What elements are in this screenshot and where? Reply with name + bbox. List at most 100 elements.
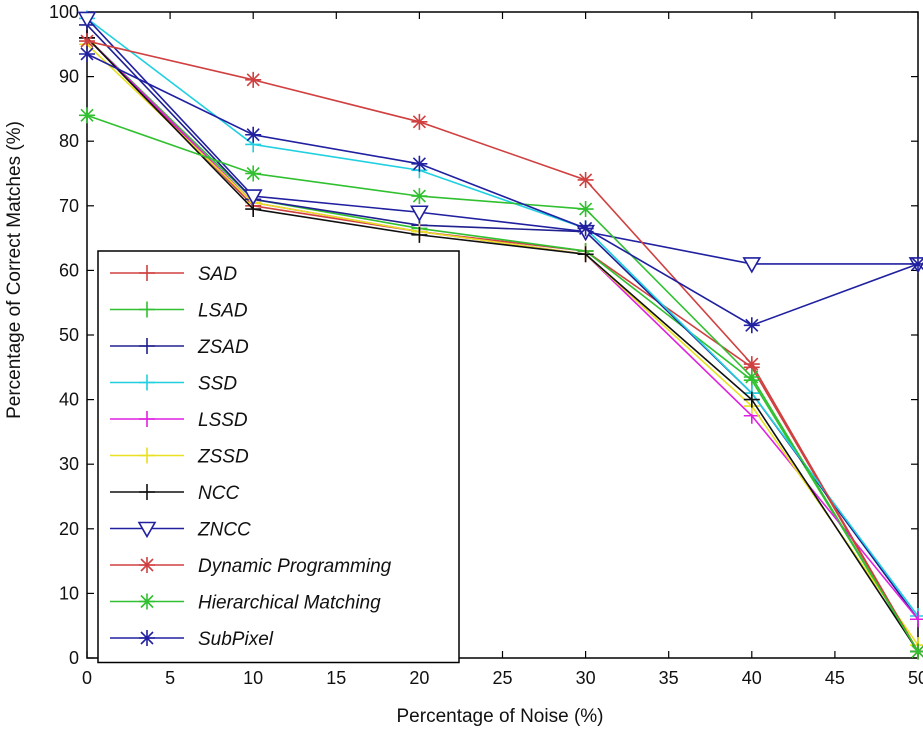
data-point-subpixel xyxy=(245,126,262,143)
legend-marker xyxy=(139,557,155,573)
legend-label: NCC xyxy=(198,483,239,504)
legend-item-ssd: SSD xyxy=(110,374,237,395)
legend-item-lssd: LSSD xyxy=(110,410,248,431)
data-point-subpixel xyxy=(910,255,923,272)
y-tick-label: 30 xyxy=(59,454,79,474)
y-tick-label: 80 xyxy=(59,131,79,151)
x-tick-label: 50 xyxy=(908,668,923,688)
series-line-ssd xyxy=(86,17,919,617)
y-tick-label: 60 xyxy=(59,260,79,280)
legend-label: ZNCC xyxy=(197,520,251,541)
legend-marker xyxy=(139,265,155,281)
data-point-dynamic-programming xyxy=(577,171,594,188)
y-tick-label: 20 xyxy=(59,519,79,539)
series-line-dynamic-programming xyxy=(86,40,919,652)
legend-label: LSSD xyxy=(198,410,248,431)
x-tick-label: 25 xyxy=(492,668,512,688)
series-line-zncc xyxy=(86,17,918,265)
legend-label: SubPixel xyxy=(198,629,274,650)
legend-marker xyxy=(139,338,155,354)
series-zncc xyxy=(77,11,923,274)
data-point-hierarchical-matching xyxy=(411,188,428,205)
data-point-zncc xyxy=(77,11,97,29)
legend-item-zssd: ZSSD xyxy=(110,447,249,468)
x-tick-label: 15 xyxy=(326,668,346,688)
data-point-hierarchical-matching xyxy=(743,368,760,385)
y-tick-label: 100 xyxy=(49,2,79,22)
legend-marker xyxy=(139,447,155,464)
legend-box xyxy=(97,250,460,664)
data-point-hierarchical-matching xyxy=(79,107,95,124)
x-axis-label: Percentage of Noise (%) xyxy=(397,706,604,727)
y-tick-label: 50 xyxy=(59,325,79,345)
data-point-zncc xyxy=(742,257,762,274)
data-point-subpixel xyxy=(577,220,594,237)
legend-item-zsad: ZSAD xyxy=(110,337,249,358)
data-point-subpixel xyxy=(79,45,95,62)
x-tick-label: 0 xyxy=(82,668,92,688)
data-point-dynamic-programming xyxy=(743,356,760,373)
y-tick-label: 40 xyxy=(59,390,79,410)
legend-label: Dynamic Programming xyxy=(198,556,392,577)
x-tick-label: 40 xyxy=(742,668,762,688)
legend-marker xyxy=(139,301,155,318)
data-point-hierarchical-matching xyxy=(245,165,262,182)
legend-marker xyxy=(139,630,155,646)
data-point-zncc xyxy=(243,189,263,206)
series-line-ncc xyxy=(86,37,919,652)
series-dynamic-programming xyxy=(79,33,923,660)
y-axis-label: Percentage of Correct Matches (%) xyxy=(4,121,25,419)
x-tick-label: 20 xyxy=(409,668,429,688)
legend-marker xyxy=(139,484,155,500)
series-hierarchical-matching xyxy=(79,107,923,660)
x-tick-label: 5 xyxy=(165,668,175,688)
legend-marker xyxy=(139,593,155,610)
legend: SAD LSAD ZSAD SSD LSSD ZSSD NCC ZNCC Dynamic Pro… xyxy=(97,250,460,664)
legend-item-hierarchical-matching: Hierarchical Matching xyxy=(110,593,381,614)
series-line-lsad xyxy=(86,37,919,652)
data-point-zncc xyxy=(410,205,429,222)
y-tick-label: 70 xyxy=(59,196,79,216)
x-tick-label: 45 xyxy=(825,668,845,688)
series-line-sad xyxy=(86,37,919,652)
data-point-dynamic-programming xyxy=(245,71,262,88)
data-point-ncc xyxy=(743,391,760,408)
y-tick-label: 0 xyxy=(69,648,79,668)
legend-label: ZSAD xyxy=(197,337,249,358)
series-line-hierarchical-matching xyxy=(86,114,919,652)
x-tick-label: 35 xyxy=(659,668,679,688)
series-subpixel xyxy=(79,45,923,334)
series-line-zssd xyxy=(86,43,919,646)
data-point-subpixel xyxy=(743,317,760,334)
axes: 0 5 10 15 20 25 30 35 40 45 50 0 10 20 30 40 50 60 70 80 90 1… xyxy=(49,2,923,688)
data-point-lssd xyxy=(910,611,923,628)
y-tick-label: 10 xyxy=(59,583,79,603)
data-point-dynamic-programming xyxy=(79,33,95,50)
data-point-hierarchical-matching xyxy=(577,201,594,218)
legend-label: LSAD xyxy=(198,301,248,322)
legend-marker xyxy=(137,521,157,539)
data-point-ncc xyxy=(577,246,594,263)
legend-label: Hierarchical Matching xyxy=(198,593,381,614)
data-point-subpixel xyxy=(411,155,428,172)
legend-marker xyxy=(139,411,155,427)
data-point-ncc xyxy=(411,226,428,243)
series-group xyxy=(77,10,923,660)
legend-item-ncc: NCC xyxy=(110,483,239,504)
legend-item-zncc: ZNCC xyxy=(110,520,251,541)
legend-item-dynamic-programming: Dynamic Programming xyxy=(110,556,392,577)
legend-item-subpixel: SubPixel xyxy=(110,629,274,650)
x-tick-label: 10 xyxy=(243,668,263,688)
legend-item-sad: SAD xyxy=(110,264,237,285)
data-point-dynamic-programming xyxy=(411,113,428,130)
series-line-subpixel xyxy=(86,53,919,327)
legend-marker xyxy=(139,374,155,391)
legend-label: ZSSD xyxy=(197,447,249,468)
legend-label: SAD xyxy=(198,264,237,285)
legend-label: SSD xyxy=(198,374,237,395)
legend-item-lsad: LSAD xyxy=(110,301,248,322)
x-tick-label: 30 xyxy=(576,668,596,688)
y-tick-label: 90 xyxy=(59,67,79,87)
data-point-hierarchical-matching xyxy=(910,643,923,660)
